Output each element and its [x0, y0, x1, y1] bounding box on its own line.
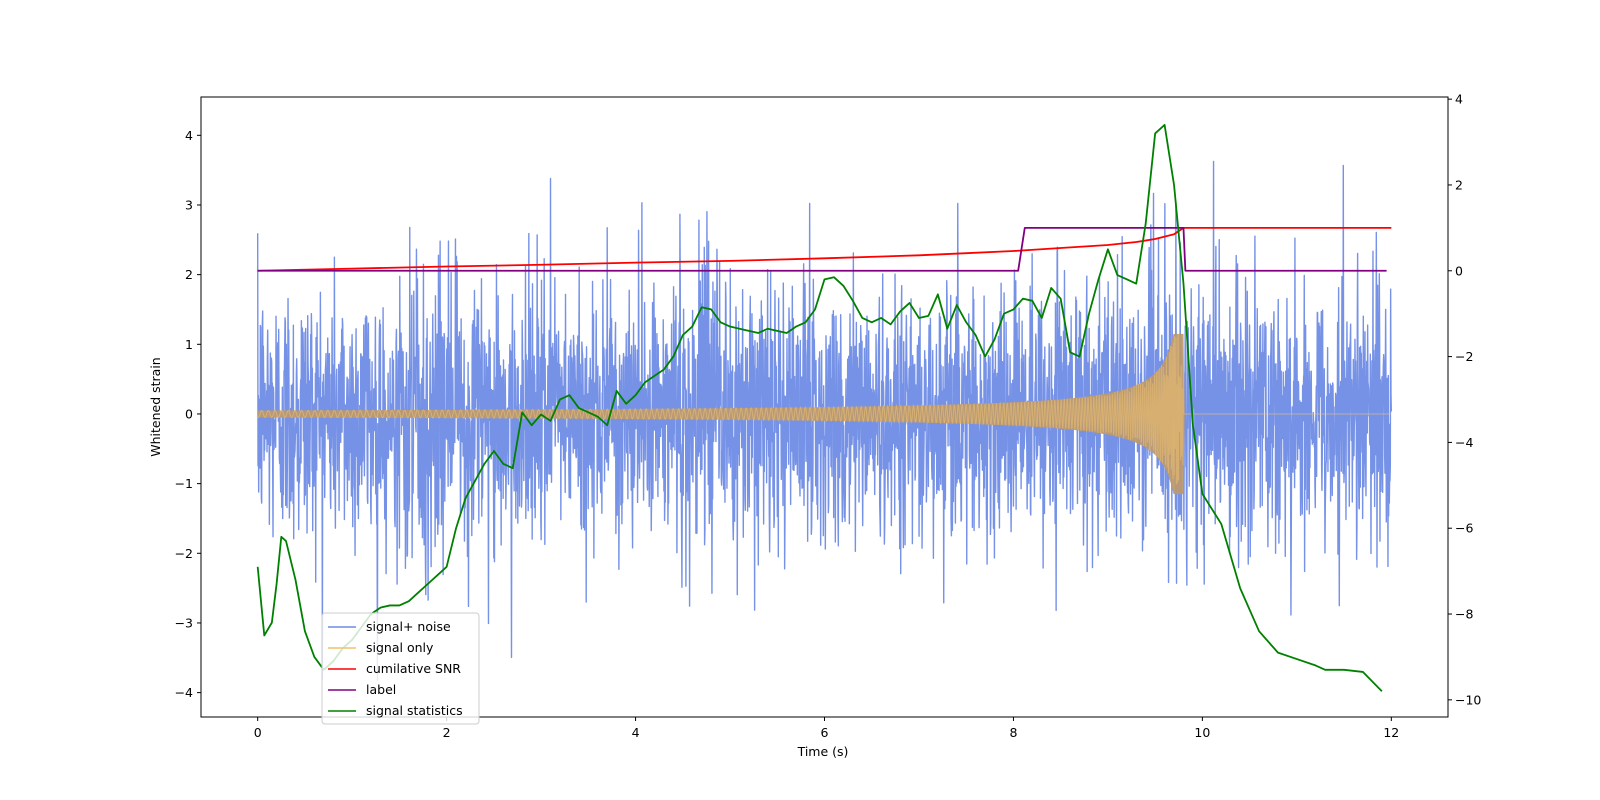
legend-label-0: signal+ noise	[366, 619, 451, 634]
x-tick-label-2: 4	[632, 725, 640, 740]
legend-label-4: signal statistics	[366, 703, 463, 718]
legend-label-3: label	[366, 682, 396, 697]
series-layer	[256, 123, 1393, 692]
x-tick-label-6: 12	[1383, 725, 1399, 740]
y-tick-label-6: 2	[185, 267, 193, 282]
y-tick-label-5: 1	[185, 337, 193, 352]
y-tick-label-1: −3	[175, 615, 193, 630]
x-axis-label: Time (s)	[797, 744, 849, 759]
series-cumulative-snr	[257, 226, 1392, 272]
y2-tick-label-3: −4	[1455, 435, 1473, 450]
y-tick-label-2: −2	[175, 546, 193, 561]
y2-tick-label-0: −10	[1455, 692, 1481, 707]
x-tick-label-3: 6	[821, 725, 829, 740]
series-signal-statistics	[256, 123, 1383, 692]
x-tick-label-5: 10	[1194, 725, 1210, 740]
y-tick-label-8: 4	[185, 128, 193, 143]
y-axis-right: −10 −8 −6 −4 −2 0 2 4	[1448, 92, 1481, 707]
y-tick-label-4: 0	[185, 406, 193, 421]
y2-tick-label-1: −8	[1455, 607, 1473, 622]
y2-tick-label-6: 2	[1455, 177, 1463, 192]
x-axis: 0 2 4 6 8 10 12	[254, 717, 1399, 740]
legend-label-2: cumilative SNR	[366, 661, 461, 676]
y2-tick-label-7: 4	[1455, 92, 1463, 107]
series-signal-only	[257, 333, 1392, 485]
y-axis-label: Whitened strain	[148, 357, 163, 456]
y2-tick-label-5: 0	[1455, 263, 1463, 278]
y-tick-label-3: −1	[175, 476, 193, 491]
y-tick-label-0: −4	[175, 685, 193, 700]
series-signal-noise	[256, 160, 1393, 681]
series-label	[257, 226, 1387, 272]
series-signal-only-envelope	[257, 333, 1392, 495]
x-tick-label-4: 8	[1009, 725, 1017, 740]
x-tick-label-1: 2	[443, 725, 451, 740]
y2-tick-label-4: −2	[1455, 349, 1473, 364]
x-tick-label-0: 0	[254, 725, 262, 740]
y2-tick-label-2: −6	[1455, 521, 1473, 536]
legend-frame	[321, 612, 480, 725]
legend: signal+ noise signal only cumilative SNR…	[321, 612, 480, 725]
y-tick-label-7: 3	[185, 197, 193, 212]
legend-label-1: signal only	[366, 640, 434, 655]
y-axis-left: −4 −3 −2 −1 0 1 2 3 4	[175, 128, 201, 700]
